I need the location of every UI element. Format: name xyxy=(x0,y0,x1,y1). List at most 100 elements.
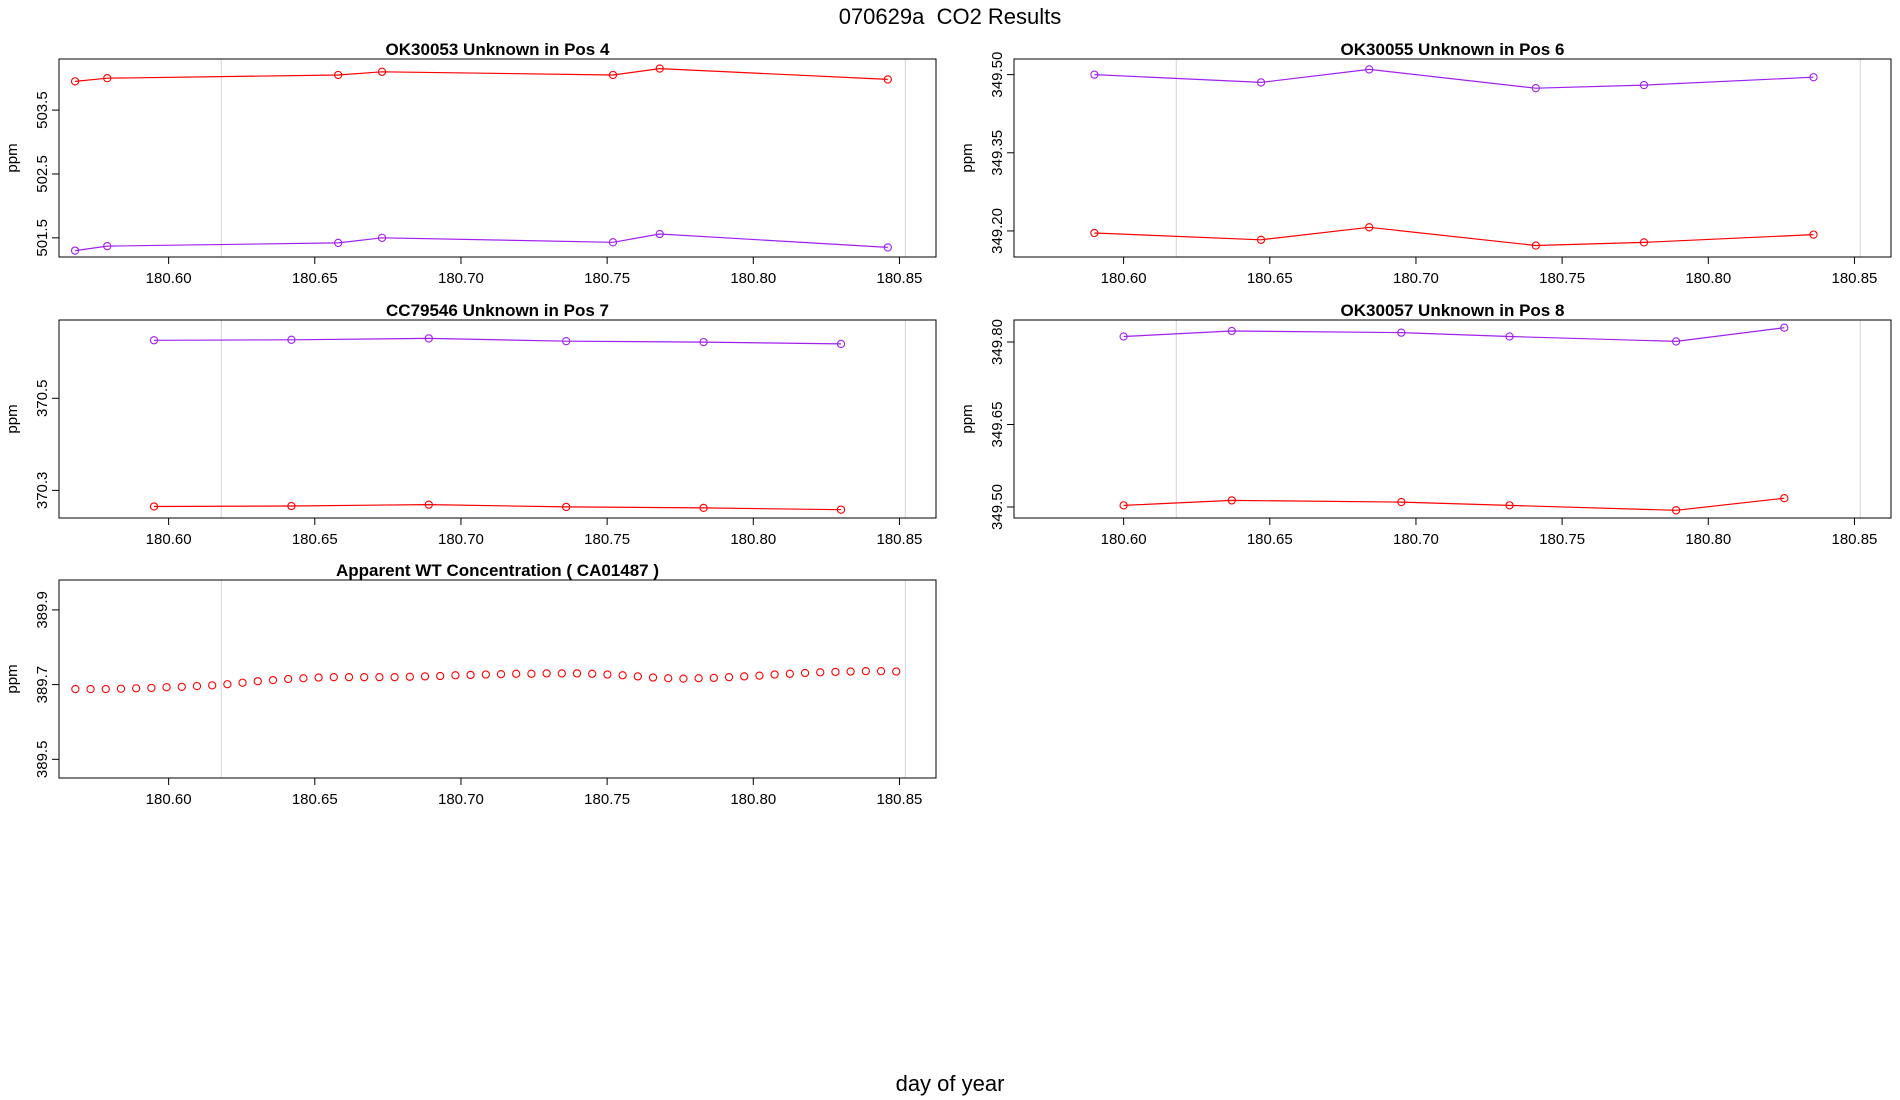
data-point xyxy=(836,339,846,349)
data-point xyxy=(71,684,80,694)
data-point xyxy=(70,246,80,255)
y-axis-label: ppm xyxy=(959,404,976,433)
data-point xyxy=(557,669,566,678)
data-point xyxy=(377,233,387,242)
x-tick-label: 180.65 xyxy=(292,270,338,287)
series-line-red xyxy=(1123,497,1785,511)
x-tick-label: 180.75 xyxy=(584,270,630,287)
data-point xyxy=(1671,337,1681,346)
data-point xyxy=(334,70,343,80)
y-tick-label: 389.7 xyxy=(34,666,51,704)
data-point xyxy=(1671,506,1681,515)
y-tick-label: 370.3 xyxy=(34,472,51,510)
data-point xyxy=(268,675,278,685)
data-point xyxy=(572,669,582,678)
y-tick-label: 349.65 xyxy=(989,402,1006,448)
data-point xyxy=(1505,501,1514,510)
x-tick-label: 180.75 xyxy=(1539,270,1585,287)
data-point xyxy=(223,680,232,689)
data-point xyxy=(1639,80,1649,90)
data-point xyxy=(648,673,658,682)
data-point xyxy=(466,670,475,680)
y-axis-label: ppm xyxy=(4,664,21,693)
series-line-red xyxy=(153,503,842,511)
data-point xyxy=(424,334,433,343)
x-tick-label: 180.75 xyxy=(584,791,630,808)
data-point xyxy=(846,667,855,676)
data-point xyxy=(1531,241,1540,250)
data-point xyxy=(709,673,718,683)
y-axis-label: ppm xyxy=(959,143,976,172)
x-tick-label: 180.60 xyxy=(1101,270,1147,287)
data-point xyxy=(1365,223,1374,232)
series-line-purple xyxy=(153,337,842,345)
data-point xyxy=(86,684,95,694)
data-point xyxy=(377,67,387,76)
data-point xyxy=(360,672,369,682)
y-tick-label: 349.35 xyxy=(989,130,1006,176)
data-point xyxy=(1256,235,1266,244)
y-axis-label: ppm xyxy=(4,143,21,172)
data-point xyxy=(284,674,293,684)
data-point xyxy=(1780,494,1789,503)
data-point xyxy=(132,684,141,693)
data-point xyxy=(299,674,308,683)
data-point xyxy=(287,501,296,511)
x-tick-label: 180.85 xyxy=(1832,270,1878,287)
x-tick-label: 180.65 xyxy=(292,531,338,548)
panel-title: OK30053 Unknown in Pos 4 xyxy=(386,40,610,59)
data-point xyxy=(149,502,159,511)
y-tick-label: 502.5 xyxy=(34,155,51,193)
x-tick-label: 180.70 xyxy=(1393,270,1439,287)
x-tick-label: 180.80 xyxy=(730,791,776,808)
data-point xyxy=(1119,332,1128,341)
data-point xyxy=(116,684,126,693)
panel-pos8: OK30057 Unknown in Pos 8 180.60 180.65 180.… xyxy=(959,301,1892,548)
data-point xyxy=(103,241,112,251)
data-point xyxy=(562,502,571,512)
data-point xyxy=(1227,326,1236,336)
data-point xyxy=(1119,501,1128,510)
data-point xyxy=(390,672,399,682)
panel-title: OK30057 Unknown in Pos 8 xyxy=(1341,301,1565,320)
data-point xyxy=(1397,497,1406,507)
data-point xyxy=(785,669,794,678)
series-line-red xyxy=(75,67,888,82)
data-point xyxy=(883,75,892,84)
data-point xyxy=(1505,332,1514,341)
data-point xyxy=(329,672,338,682)
plot-frame xyxy=(58,579,937,779)
data-point xyxy=(588,669,597,678)
data-point xyxy=(405,672,414,681)
x-tick-label: 180.80 xyxy=(1685,270,1731,287)
data-point xyxy=(608,70,618,80)
data-point xyxy=(883,243,892,252)
data-point xyxy=(655,64,664,73)
x-tick-label: 180.60 xyxy=(1101,531,1147,548)
series-line-purple xyxy=(1123,327,1785,343)
figure-title: 070629a CO2 Results xyxy=(838,4,1062,29)
data-point xyxy=(699,337,708,347)
x-tick-label: 180.80 xyxy=(1685,531,1731,548)
data-point xyxy=(527,669,536,678)
data-point xyxy=(436,671,445,681)
x-tick-label: 180.80 xyxy=(730,270,776,287)
plot-frame xyxy=(58,319,937,519)
data-point xyxy=(512,669,521,678)
x-tick-label: 180.85 xyxy=(877,270,923,287)
plot-frame xyxy=(1013,58,1892,258)
data-point xyxy=(481,670,490,679)
panel-pos6: OK30055 Unknown in Pos 6 180.60 180.65 180.… xyxy=(959,40,1892,287)
data-point xyxy=(800,668,810,678)
x-tick-label: 180.75 xyxy=(584,531,630,548)
data-point xyxy=(1090,228,1099,238)
data-point xyxy=(177,682,186,691)
data-point xyxy=(253,677,262,686)
data-point xyxy=(208,681,217,690)
data-point xyxy=(1256,78,1266,87)
y-tick-label: 349.80 xyxy=(989,319,1006,365)
data-point xyxy=(1397,328,1406,337)
series-line-purple xyxy=(1094,68,1814,89)
panel-pos7: CC79546 Unknown in Pos 7 180.60 180.65 180.… xyxy=(4,301,937,548)
